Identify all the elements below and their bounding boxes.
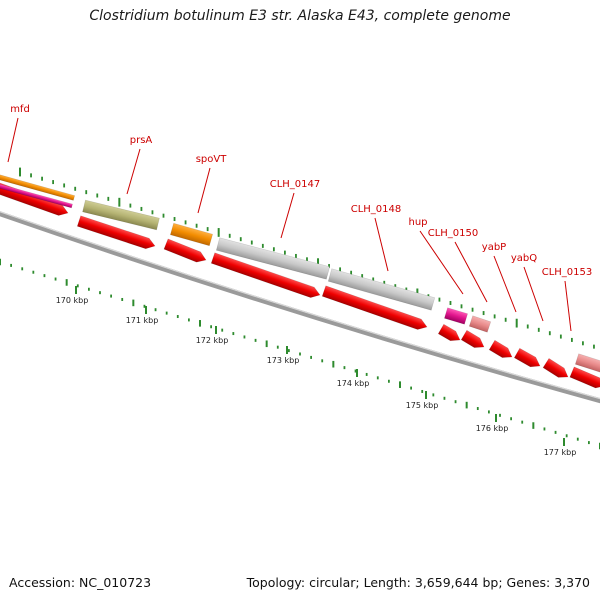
feature-orange: [170, 222, 213, 247]
cds-arrow: [460, 329, 485, 348]
gene-label: CLH_0153: [542, 267, 593, 278]
cds-arrow: [542, 357, 569, 378]
gene-leader-line: [523, 266, 544, 322]
ruler-tick-label: 171 kbp: [126, 316, 159, 325]
gene-label: CLH_0147: [270, 179, 321, 190]
ruler-tick-label: 176 kbp: [476, 424, 509, 433]
feature-orange: [0, 173, 76, 201]
cds-arrow: [488, 339, 513, 358]
gene-leader-line: [374, 217, 389, 272]
cds-arrow: [210, 252, 321, 298]
cds-arrow: [437, 323, 461, 342]
feature-olive: [82, 199, 160, 231]
gene-label: CLH_0148: [351, 204, 402, 215]
gene-leader-line: [493, 255, 517, 313]
feature-gray: [215, 237, 331, 280]
cds-arrow: [321, 285, 428, 330]
gene-label: prsA: [130, 135, 153, 146]
genome-summary: Topology: circular; Length: 3,659,644 bp…: [246, 575, 590, 590]
ruler-tick-label: 174 kbp: [337, 379, 370, 388]
gene-label: spoVT: [196, 154, 228, 165]
gene-leader-line: [454, 241, 488, 303]
cds-arrow: [569, 366, 600, 389]
feature-pink: [468, 315, 492, 333]
ruler-tick-label: 177 kbp: [544, 448, 577, 457]
cds-arrow: [163, 238, 207, 263]
gene-leader-line: [419, 230, 464, 295]
backbone-highlight: [0, 211, 600, 400]
cds-arrow: [513, 347, 541, 368]
feature-magenta: [444, 307, 468, 325]
gene-leader-line: [280, 192, 295, 239]
backbone-line: [0, 211, 600, 404]
cds-arrow: [76, 215, 156, 250]
feature-gray: [327, 268, 436, 311]
feature-pink: [574, 353, 600, 374]
ruler-tick-label: 172 kbp: [196, 336, 229, 345]
gene-label: hup: [408, 217, 427, 228]
ruler-tick-label: 175 kbp: [406, 401, 439, 410]
accession-label: Accession: NC_010723: [9, 575, 152, 590]
gene-leader-line: [564, 280, 572, 332]
gene-leader-line: [197, 167, 211, 214]
gene-leader-line: [7, 117, 19, 163]
gene-label: yabQ: [511, 253, 537, 264]
feature-magenta: [0, 182, 73, 209]
gene-label: yabP: [482, 242, 506, 253]
gene-label: CLH_0150: [428, 228, 479, 239]
gene-label: mfd: [10, 104, 30, 115]
map-title: Clostridium botulinum E3 str. Alaska E43…: [89, 8, 511, 24]
gene-leader-line: [126, 148, 141, 195]
ruler-tick-label: 170 kbp: [56, 296, 89, 305]
ruler-tick-label: 173 kbp: [267, 356, 300, 365]
